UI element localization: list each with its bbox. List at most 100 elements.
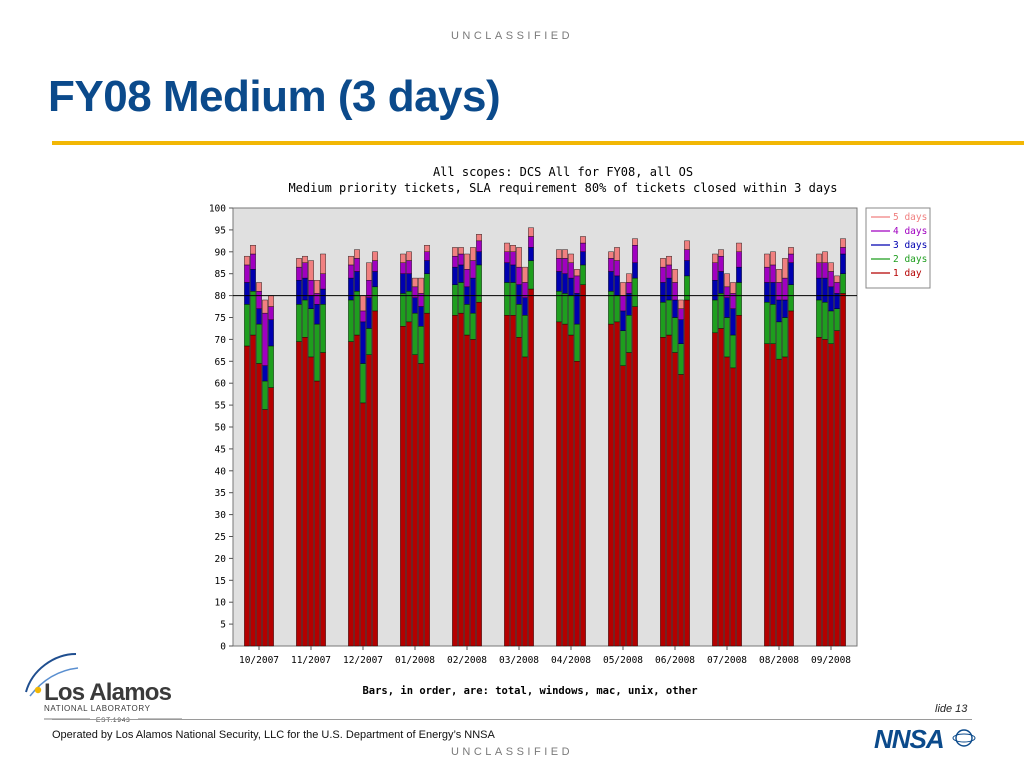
bar-segment <box>522 266 528 283</box>
svg-text:Los Alamos: Los Alamos <box>44 679 172 706</box>
chart-title-line1: All scopes: DCS All for FY08, all OS <box>433 165 693 179</box>
bar-segment <box>828 343 834 647</box>
bar-segment <box>470 247 476 261</box>
bar-segment <box>660 282 666 303</box>
bar-segment <box>452 315 458 647</box>
classification-top: UNCLASSIFIED <box>450 30 574 42</box>
bar-segment <box>834 275 840 283</box>
bar-segment <box>782 258 788 279</box>
bar-segment <box>580 251 586 266</box>
bar-segment <box>678 343 684 375</box>
bar-segment <box>406 273 412 292</box>
bar-segment <box>250 269 256 292</box>
legend-label: 4 days <box>893 226 927 237</box>
bar-segment <box>626 282 632 294</box>
bar-segment <box>458 264 464 283</box>
y-tick-label: 60 <box>215 379 227 390</box>
bar-segment <box>574 269 580 277</box>
x-tick-label: 04/2008 <box>551 655 591 666</box>
bar-segment <box>828 271 834 288</box>
bar-segment <box>660 301 666 338</box>
bar-segment <box>510 264 516 283</box>
bar-segment <box>296 280 302 305</box>
bar-segment <box>464 269 470 288</box>
bar-segment <box>632 245 638 263</box>
bar-segment <box>718 293 724 329</box>
y-tick-label: 85 <box>215 269 226 280</box>
x-tick-label: 02/2008 <box>447 655 487 666</box>
bar-segment <box>816 262 822 279</box>
bar-segment <box>464 304 470 336</box>
bar-segment <box>764 343 770 647</box>
bar-segment <box>666 299 672 336</box>
bar-segment <box>712 253 718 263</box>
bar-segment <box>308 260 314 281</box>
bar-segment <box>672 269 678 283</box>
bar-segment <box>724 286 730 298</box>
bar-segment <box>770 264 776 283</box>
bar-segment <box>372 310 378 647</box>
bar-segment <box>632 306 638 647</box>
legend-label: 5 days <box>893 212 927 223</box>
bar-segment <box>828 310 834 344</box>
bar-segment <box>268 387 274 647</box>
bar-segment <box>366 297 372 329</box>
bar-segment <box>528 227 534 237</box>
bar-segment <box>730 282 736 294</box>
bar-segment <box>244 345 250 647</box>
bar-segment <box>360 295 366 312</box>
bar-segment <box>256 291 262 309</box>
bar-segment <box>400 262 406 274</box>
slide-number: lide 13 <box>935 703 968 715</box>
x-tick-label: 11/2007 <box>291 655 331 666</box>
bars-layer <box>244 227 846 647</box>
bar-segment <box>782 299 788 318</box>
bar-segment <box>666 277 672 301</box>
bar-segment <box>348 299 354 342</box>
bar-segment <box>452 266 458 285</box>
bar-segment <box>816 277 822 301</box>
bar-segment <box>528 260 534 290</box>
bar-segment <box>320 253 326 274</box>
bar-segment <box>464 253 470 270</box>
bar-segment <box>840 247 846 255</box>
y-tick-label: 100 <box>209 204 226 215</box>
x-tick-label: 01/2008 <box>395 655 435 666</box>
bar-segment <box>418 306 424 327</box>
bar-segment <box>470 312 476 340</box>
bar-segment <box>574 361 580 647</box>
bar-segment <box>660 258 666 268</box>
bar-segment <box>776 321 782 360</box>
bar-segment <box>510 245 516 252</box>
y-axis: 0 5 10 15 20 25 30 35 40 45 50 55 60 65 70 75 80 85 90 95 10… <box>209 204 233 653</box>
bar-segment <box>372 271 378 288</box>
bar-segment <box>504 262 510 283</box>
bar-segment <box>788 247 794 255</box>
bar-segment <box>614 247 620 261</box>
bar-segment <box>580 284 586 647</box>
bar-segment <box>308 308 314 358</box>
bar-segment <box>348 277 354 301</box>
bar-segment <box>724 317 730 358</box>
bar-segment <box>736 242 742 252</box>
bar-segment <box>268 295 274 307</box>
x-tick-label: 03/2008 <box>499 655 539 666</box>
bar-segment <box>510 315 516 647</box>
bar-segment <box>302 262 308 279</box>
y-tick-label: 75 <box>215 313 226 324</box>
y-tick-label: 55 <box>215 401 226 412</box>
bar-segment <box>516 337 522 647</box>
bar-segment <box>568 334 574 647</box>
bar-segment <box>360 402 366 647</box>
bar-segment <box>302 337 308 647</box>
bar-segment <box>568 253 574 263</box>
bar-segment <box>840 293 846 647</box>
bar-segment <box>262 299 268 314</box>
bar-segment <box>788 253 794 263</box>
bar-segment <box>400 273 406 294</box>
bar-segment <box>372 251 378 261</box>
bar-segment <box>562 293 568 325</box>
y-tick-label: 45 <box>215 444 226 455</box>
bar-segment <box>678 308 684 320</box>
bar-segment <box>424 273 430 314</box>
